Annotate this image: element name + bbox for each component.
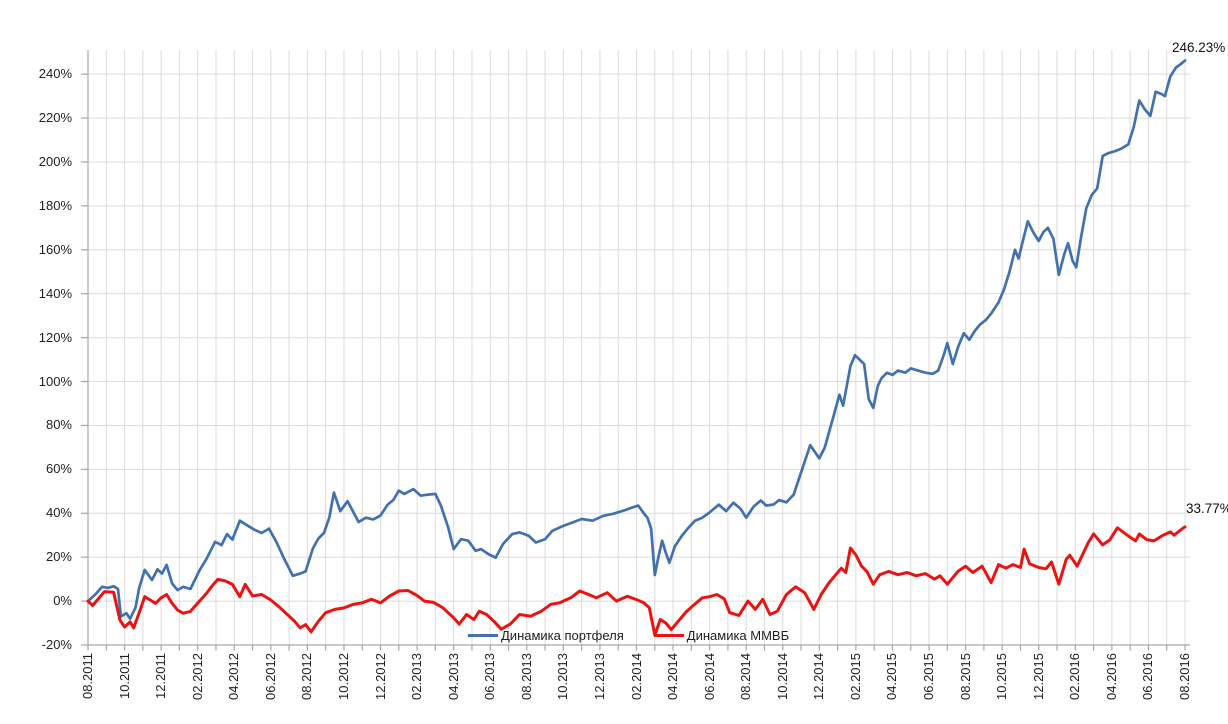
- x-tick-label: 06.2013: [482, 653, 498, 700]
- x-tick-label: 08.2013: [518, 653, 534, 700]
- x-tick-label: 06.2015: [921, 653, 937, 700]
- x-tick-label: 10.2013: [555, 653, 571, 700]
- portfolio-line-swatch: [468, 633, 498, 637]
- x-tick-label: 08.2016: [1177, 653, 1192, 700]
- y-tick-label: 80%: [45, 417, 72, 433]
- legend-label-portfolio: Динамика портфеля: [501, 627, 624, 643]
- x-tick-label: 12.2014: [811, 653, 827, 700]
- y-tick-label: 40%: [45, 505, 72, 521]
- x-tick-label: 12.2012: [372, 653, 388, 700]
- x-tick-label: 04.2015: [884, 653, 900, 700]
- y-tick-label: 200%: [38, 153, 72, 169]
- x-tick-label: 08.2012: [299, 653, 315, 700]
- legend-item-portfolio: Динамика портфеля: [468, 628, 624, 643]
- x-tick-label: 12.2013: [591, 653, 607, 700]
- y-tick-label: 160%: [38, 241, 72, 257]
- x-tick-label: 04.2013: [445, 653, 461, 700]
- x-tick-label: 06.2014: [701, 653, 717, 700]
- x-tick-label: 06.2012: [262, 653, 278, 700]
- x-tick-label: 12.2011: [153, 653, 169, 700]
- x-tick-label: 08.2011: [80, 653, 95, 700]
- x-tick-label: 04.2012: [226, 653, 242, 700]
- y-tick-label: 220%: [38, 110, 72, 126]
- portfolio-end-value-label: 246.23%: [1172, 40, 1226, 55]
- legend-label-mmvb: Динамика ММВБ: [686, 627, 790, 643]
- legend: Динамика портфеля Динамика ММВБ: [468, 626, 789, 644]
- x-tick-label: 10.2011: [116, 653, 132, 700]
- y-tick-label: 0%: [53, 593, 72, 609]
- legend-item-mmvb: Динамика ММВБ: [653, 627, 790, 643]
- x-tick-label: 04.2014: [665, 653, 681, 700]
- portfolio-series-line: [86, 59, 1187, 621]
- y-tick-label: 140%: [38, 285, 72, 301]
- y-tick-label: -20%: [41, 637, 72, 652]
- x-tick-label: 02.2012: [189, 653, 205, 700]
- x-tick-label: 10.2015: [994, 653, 1010, 700]
- x-tick-label: 02.2016: [1067, 653, 1083, 700]
- x-tick-label: 12.2015: [1030, 653, 1046, 700]
- y-tick-label: 240%: [38, 66, 72, 82]
- y-tick-label: 100%: [38, 373, 72, 389]
- y-tick-label: 60%: [45, 461, 72, 477]
- x-tick-label: 04.2016: [1103, 653, 1119, 700]
- x-tick-label: 02.2013: [409, 653, 425, 700]
- y-tick-label: 20%: [45, 549, 72, 565]
- mmvb-end-value-label: 33.77%: [1186, 501, 1228, 516]
- x-tick-label: 02.2014: [628, 653, 644, 700]
- x-tick-label: 02.2015: [847, 653, 863, 700]
- x-tick-label: 08.2015: [957, 653, 973, 700]
- x-tick-label: 08.2014: [738, 653, 754, 700]
- x-tick-label: 10.2014: [774, 653, 790, 700]
- x-tick-label: 06.2016: [1140, 653, 1156, 700]
- y-tick-label: 120%: [38, 329, 72, 345]
- y-tick-label: 180%: [38, 197, 72, 213]
- x-tick-label: 10.2012: [335, 653, 351, 700]
- mmvb-line-swatch: [653, 633, 684, 637]
- mmvb-series-line: [86, 525, 1187, 637]
